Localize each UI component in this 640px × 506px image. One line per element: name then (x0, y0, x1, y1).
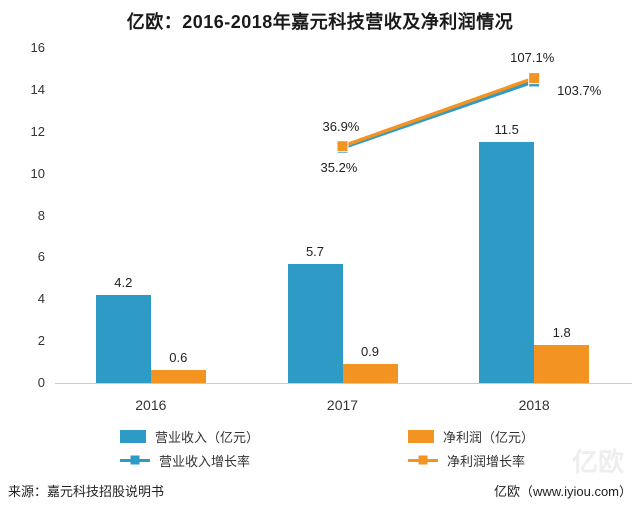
growth-line-profit (341, 76, 535, 148)
x-category-label: 2016 (135, 397, 167, 413)
y-tick-label: 16 (30, 40, 45, 55)
growth-rate-label: 36.9% (322, 119, 360, 135)
bar-revenue-2017 (287, 263, 343, 383)
legend-bar-swatch-revenue (120, 429, 146, 443)
plot-area: 2016 2017 2018 4.2 5.7 11.5 0.6 0.9 1.8 35.2% 103.… (55, 48, 630, 413)
growth-rate-label: 35.2% (320, 159, 358, 175)
bar-profit-2018 (534, 345, 590, 383)
growth-line-revenue (341, 79, 535, 150)
legend-line-marker-icon (418, 455, 428, 465)
y-tick-label: 4 (37, 291, 45, 307)
legend-line-swatch-profit-growth (408, 455, 438, 465)
y-tick-label: 12 (30, 123, 45, 139)
y-tick-label: 0 (37, 375, 45, 390)
y-tick-label: 2 (37, 333, 45, 349)
line-marker-icon (336, 140, 349, 153)
bar-revenue-2018 (479, 142, 535, 383)
legend-label-revenue-bar: 营业收入（亿元） (155, 429, 260, 445)
footer-source: 来源：嘉元科技招股说明书 (8, 484, 165, 499)
x-category-label: 2018 (518, 397, 550, 413)
x-axis-line (55, 383, 632, 384)
x-category-label: 2017 (326, 397, 359, 413)
bar-revenue-2016 (95, 295, 151, 383)
legend-label-revenue-growth: 营业收入增长率 (159, 453, 251, 469)
bar-value-label: 0.9 (360, 344, 380, 360)
legend-item-revenue-growth: 营业收入增长率 (120, 453, 251, 469)
footer-brand: 亿欧（www.iyiou.com） (494, 484, 632, 499)
bar-value-label: 5.7 (305, 243, 325, 259)
bar-value-label: 4.2 (114, 275, 133, 291)
legend-item-revenue-bar: 营业收入（亿元） (120, 429, 260, 445)
bar-value-label: 11.5 (494, 122, 519, 138)
bar-value-label: 0.6 (169, 350, 188, 366)
legend-bar-swatch-profit (408, 429, 434, 443)
bar-value-label: 1.8 (552, 325, 571, 341)
y-tick-label: 10 (30, 165, 45, 181)
legend-label-profit-bar: 净利润（亿元） (443, 429, 535, 445)
legend-item-profit-bar: 净利润（亿元） (408, 429, 535, 445)
legend-line-swatch-revenue-growth (120, 455, 150, 465)
growth-rate-label: 103.7% (557, 83, 602, 99)
y-tick-label: 6 (37, 249, 45, 265)
line-marker-icon (528, 72, 541, 85)
y-tick-label: 14 (30, 81, 45, 97)
bar-profit-2016 (150, 370, 206, 383)
growth-rate-label: 107.1% (510, 50, 555, 66)
y-tick-label: 8 (37, 207, 45, 223)
lines-svg (336, 72, 541, 154)
legend-line-marker-icon (130, 455, 140, 465)
watermark-logo: 亿欧 (571, 447, 624, 477)
bar-profit-2017 (342, 364, 398, 383)
legend-item-profit-growth: 净利润增长率 (408, 453, 526, 469)
legend-label-profit-growth: 净利润增长率 (447, 453, 526, 469)
chart-title: 亿欧：2016-2018年嘉元科技营收及净利润情况 (126, 12, 514, 32)
